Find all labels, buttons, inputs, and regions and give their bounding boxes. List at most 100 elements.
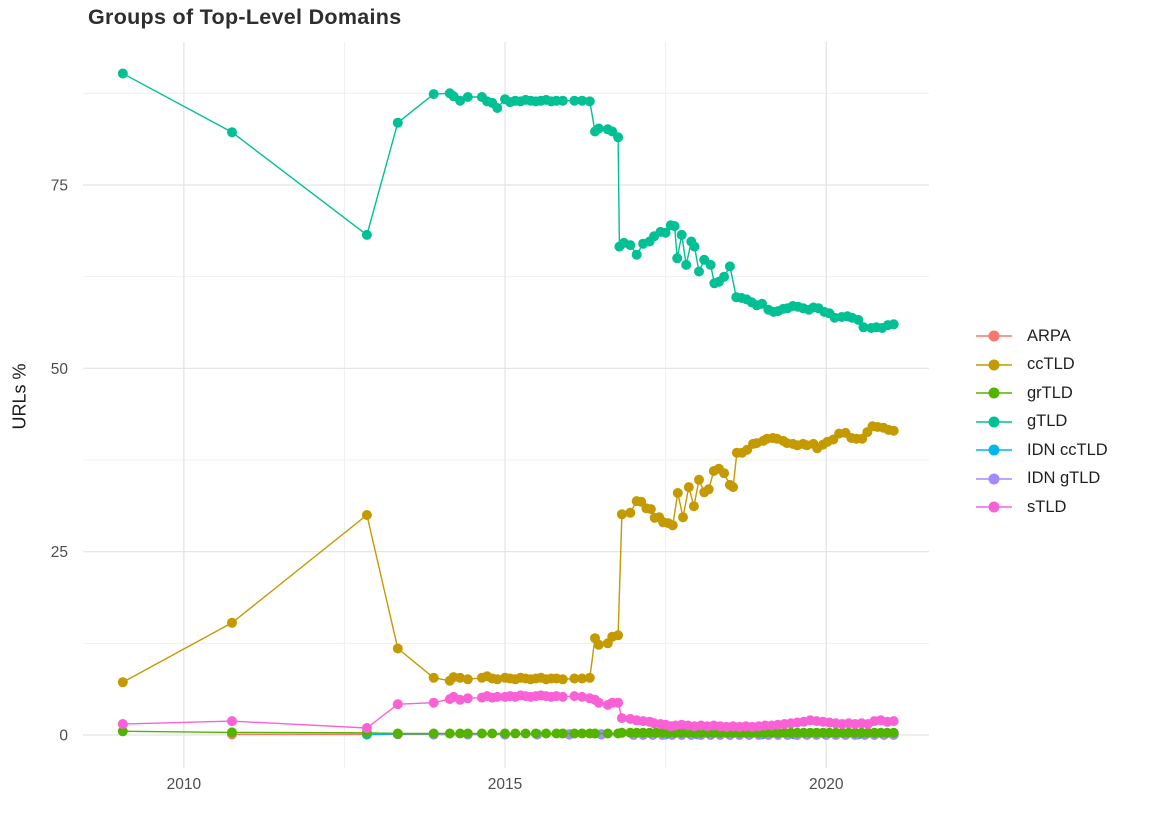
- data-point-cctld: [455, 672, 466, 683]
- data-point-cctld: [557, 674, 568, 685]
- x-tick-label: 2020: [809, 776, 844, 793]
- data-point-grtld: [557, 728, 568, 739]
- data-point-gtld: [557, 95, 568, 106]
- data-point-stld: [888, 716, 899, 727]
- data-point-grtld: [520, 728, 531, 739]
- data-point-grtld: [500, 728, 510, 739]
- data-point-gtld: [492, 103, 503, 113]
- data-point-stld: [428, 697, 439, 708]
- data-point-gtld: [724, 261, 735, 272]
- data-point-grtld: [590, 728, 600, 739]
- legend-key-stld: [976, 501, 1012, 513]
- data-point-cctld: [678, 512, 688, 523]
- data-point-stld: [455, 694, 466, 705]
- data-point-stld: [557, 691, 568, 702]
- data-point-cctld: [492, 674, 503, 685]
- data-point-cctld: [428, 672, 439, 683]
- data-point-grtld: [455, 728, 466, 739]
- legend-key-grtld: [976, 387, 1012, 399]
- legend-item-idn-gtld: IDN gTLD: [975, 465, 1108, 494]
- legend-key-gtld: [976, 416, 1012, 428]
- data-point-grtld: [569, 728, 580, 739]
- data-point-cctld: [392, 643, 403, 654]
- y-tick-label: 75: [51, 178, 68, 195]
- legend-item-gtld: gTLD: [975, 408, 1108, 437]
- data-point-cctld: [227, 617, 237, 628]
- data-point-cctld: [593, 639, 604, 650]
- legend-item-label: IDN ccTLD: [1027, 440, 1108, 459]
- chart-title: Groups of Top-Level Domains: [88, 5, 402, 29]
- data-point-stld: [361, 723, 372, 733]
- data-point-cctld: [584, 672, 595, 683]
- y-tick-label: 50: [51, 361, 69, 378]
- legend-item-label: sTLD: [1027, 497, 1067, 516]
- data-point-grtld: [602, 728, 613, 739]
- x-tick-label: 2010: [167, 776, 202, 793]
- legend-key-cctld: [976, 359, 1012, 371]
- data-point-grtld: [117, 726, 128, 737]
- data-point-cctld: [645, 504, 656, 515]
- data-point-grtld: [616, 727, 627, 738]
- data-point-cctld: [361, 510, 372, 520]
- legend-item-label: grTLD: [1027, 383, 1073, 402]
- data-point-cctld: [462, 674, 473, 685]
- data-point-grtld: [888, 727, 899, 738]
- data-point-grtld: [541, 728, 552, 739]
- data-point-grtld: [227, 727, 237, 738]
- y-tick-label: 25: [51, 544, 68, 561]
- data-point-gtld: [694, 266, 704, 277]
- legend-item-grtld: grTLD: [975, 379, 1108, 408]
- data-point-cctld: [688, 501, 699, 512]
- data-point-stld: [117, 719, 128, 729]
- data-point-gtld: [669, 221, 680, 232]
- data-point-cctld: [625, 507, 636, 518]
- data-point-grtld: [444, 728, 455, 739]
- data-point-stld: [392, 699, 403, 710]
- legend-key-idn-gtld: [976, 473, 1012, 485]
- data-point-cctld: [577, 673, 588, 684]
- data-point-cctld: [694, 474, 704, 485]
- data-point-gtld: [117, 68, 128, 79]
- x-tick-label: 2015: [488, 776, 522, 793]
- data-point-gtld: [569, 95, 580, 106]
- data-point-cctld: [569, 673, 580, 684]
- data-point-cctld: [888, 425, 899, 436]
- data-point-gtld: [455, 95, 466, 106]
- data-point-gtld: [888, 319, 899, 330]
- data-point-gtld: [593, 123, 604, 134]
- data-point-stld: [593, 697, 604, 708]
- data-point-gtld: [672, 253, 683, 264]
- legend-key-arpa: [976, 330, 1012, 342]
- data-point-cctld: [613, 630, 624, 641]
- legend-item-label: ARPA: [1027, 326, 1071, 345]
- data-point-gtld: [613, 132, 624, 143]
- data-point-gtld: [631, 249, 642, 260]
- data-point-cctld: [728, 482, 739, 493]
- data-point-gtld: [676, 229, 687, 240]
- data-point-grtld: [577, 728, 588, 739]
- data-point-stld: [616, 713, 627, 724]
- data-point-gtld: [428, 89, 439, 100]
- legend-item-cctld: ccTLD: [975, 351, 1108, 380]
- data-point-gtld: [858, 322, 869, 333]
- data-point-gtld: [577, 95, 588, 106]
- legend-item-label: gTLD: [1027, 412, 1068, 431]
- data-point-gtld: [681, 259, 692, 270]
- data-point-grtld: [462, 728, 473, 739]
- data-point-stld: [492, 691, 503, 702]
- data-point-grtld: [428, 728, 439, 739]
- legend-item-arpa: ARPA: [975, 322, 1108, 351]
- legend-item-stld: sTLD: [975, 493, 1108, 522]
- data-point-cctld: [672, 488, 683, 498]
- data-point-grtld: [392, 728, 403, 739]
- data-point-stld: [227, 716, 237, 727]
- data-point-cctld: [117, 677, 128, 688]
- series-line-gtld: [122, 72, 894, 329]
- data-point-gtld: [361, 229, 372, 240]
- data-point-stld: [577, 691, 588, 702]
- data-point-stld: [613, 697, 624, 708]
- data-point-cctld: [719, 468, 730, 479]
- legend-item-idn-cctld: IDN ccTLD: [975, 436, 1108, 465]
